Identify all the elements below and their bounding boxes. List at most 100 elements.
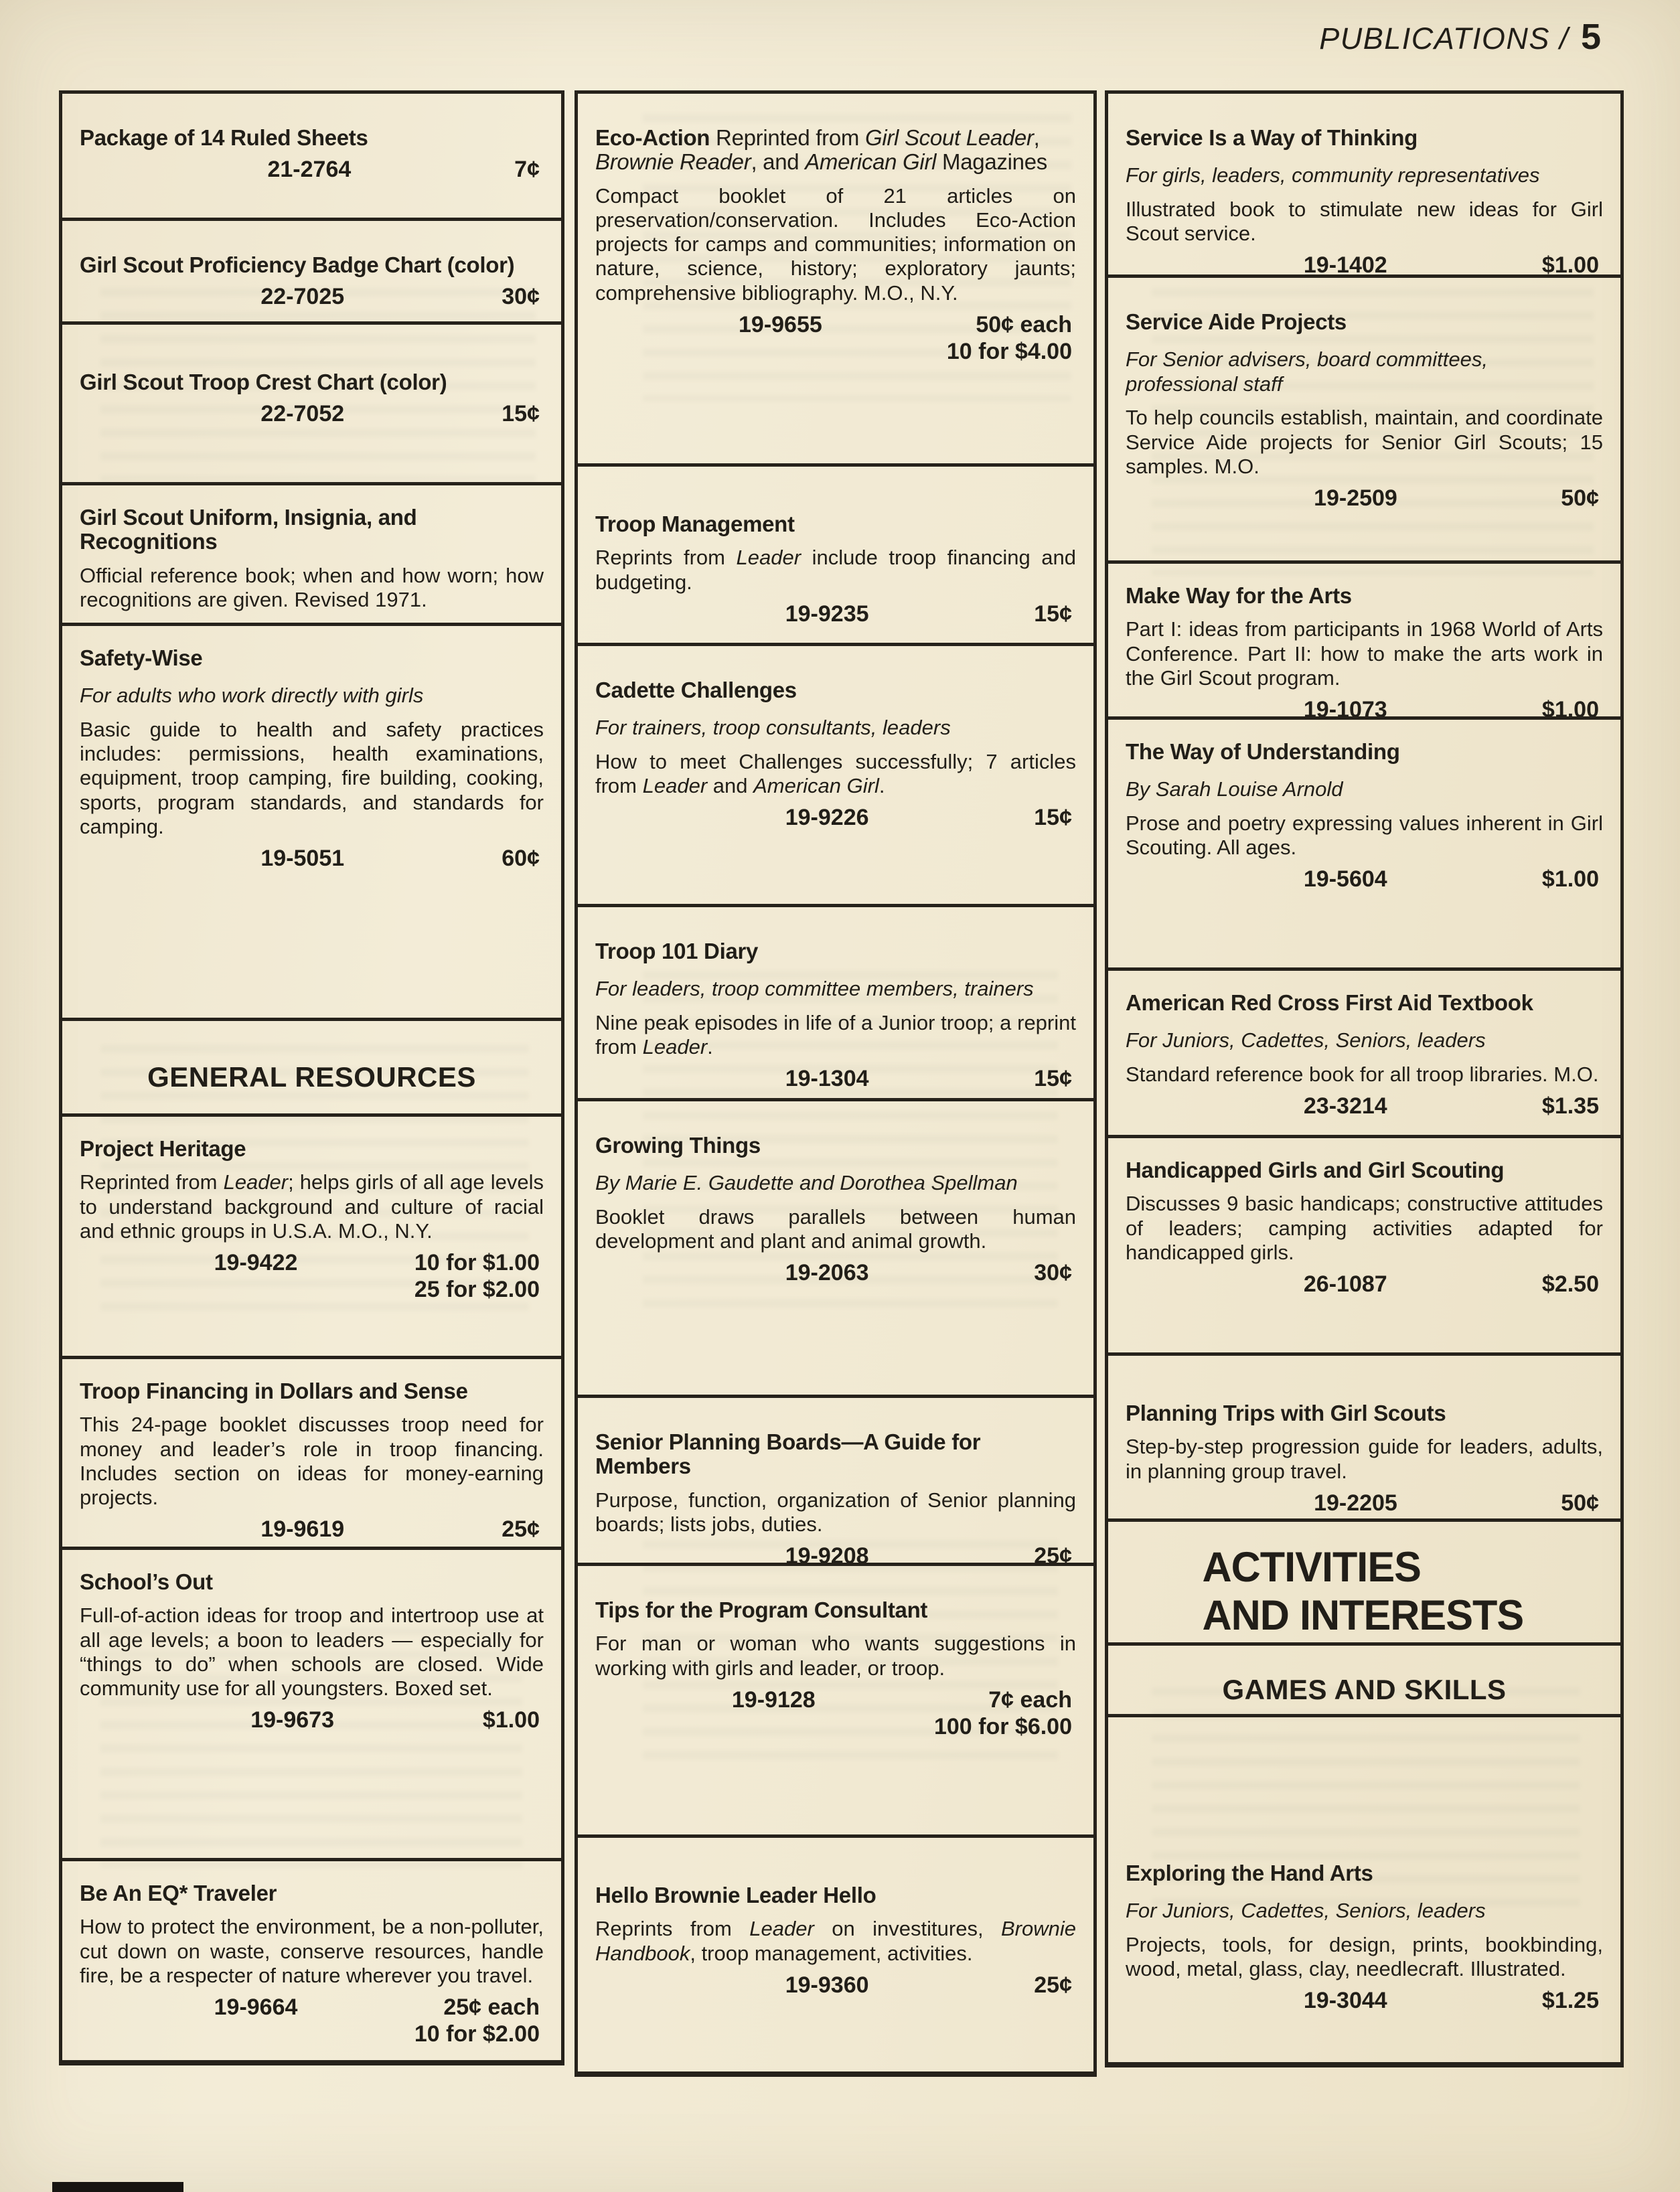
product-title: Girl Scout Proficiency Badge Chart (colo… [80,252,515,277]
product-box: Troop Management Reprints from Leader in… [575,463,1097,646]
product-price: 25¢ each 10 for $2.00 [414,1994,540,2047]
product-price: 15¢ [1034,1066,1072,1092]
product-price: $1.00 [482,1707,540,1733]
product-description: Discusses 9 basic handicaps; constructiv… [1126,1192,1603,1264]
product-box: Hello Brownie Leader Hello Reprints from… [575,1834,1097,2077]
product-code: 22-7025 [260,284,345,310]
product-price-row: 19-9128 7¢ each 100 for $6.00 [595,1687,1076,1741]
product-price: 25¢ [1034,1543,1072,1566]
product-description: Illustrated book to stimulate new ideas … [1126,197,1603,246]
product-price-row: 19-9619 25¢ [80,1516,544,1543]
product-title: Project Heritage [80,1136,246,1161]
product-price-row: 26-1087 $2.50 [1126,1271,1603,1298]
bottom-edge-mark [52,2182,183,2192]
product-price-row: 19-2063 30¢ [595,1260,1076,1287]
product-code: 19-9664 [214,1994,298,2021]
product-code: 22-7052 [260,401,345,427]
product-audience: By Sarah Louise Arnold [1126,777,1343,801]
product-price-row: 22-7025 30¢ [80,284,544,311]
product-code: 19-9655 [739,311,822,337]
product-box: Safety-Wise For adults who work directly… [59,623,564,1021]
section-heading-box: GENERAL RESOURCES [59,1018,564,1117]
product-price: 35¢ [502,619,544,623]
product-code: 23-3214 [1303,1093,1387,1119]
product-box: Eco-Action Reprinted from Girl Scout Lea… [575,90,1097,467]
product-code: 19-2205 [1314,1490,1397,1516]
product-audience: For Senior advisers, board committees, p… [1126,347,1488,396]
product-title: Cadette Challenges [595,678,797,702]
product-code: 19-9557 [260,619,344,623]
product-description: Part I: ideas from participants in 1968 … [1126,617,1603,690]
product-audience: For leaders, troop committee members, tr… [595,977,1034,1001]
product-code: 19-9619 [260,1516,345,1543]
product-price: 25¢ [1034,1972,1072,1998]
product-code: 26-1087 [1303,1271,1387,1298]
product-title: Eco-Action Reprinted from Girl Scout Lea… [595,125,1047,175]
product-title: Safety-Wise [80,645,203,670]
product-box: The Way of Understanding By Sarah Louise… [1105,716,1624,971]
product-box: Project Heritage Reprinted from Leader; … [59,1113,564,1359]
product-price: 10 for $1.00 25 for $2.00 [414,1250,540,1302]
product-description: How to protect the environment, be a non… [80,1915,544,1987]
product-price-row: 19-9422 10 for $1.00 25 for $2.00 [80,1250,544,1304]
product-price: 7¢ [514,157,540,183]
product-description: Step-by-step progression guide for leade… [1126,1435,1603,1483]
product-code: 19-9360 [785,1972,869,1998]
product-code: 21-2764 [267,157,352,183]
product-description: To help councils establish, maintain, an… [1126,406,1603,478]
product-description: Booklet draws parallels between human de… [595,1204,1076,1253]
product-description: Basic guide to health and safety practic… [80,717,544,838]
product-price-row: 19-5604 $1.00 [1126,866,1603,893]
catalog-column-middle: Eco-Action Reprinted from Girl Scout Lea… [575,90,1097,2077]
product-price-row: 19-2509 50¢ [1126,485,1603,512]
product-price-row: 19-9664 25¢ each 10 for $2.00 [80,1994,544,2048]
product-box: Service Is a Way of Thinking For girls, … [1105,90,1624,278]
product-price: 15¢ [1034,601,1072,627]
product-price: $1.00 [1541,866,1599,892]
product-box: Planning Trips with Girl Scouts Step-by-… [1105,1352,1624,1522]
product-title: Girl Scout Uniform, Insignia, and Recogn… [80,505,417,554]
page-header: PUBLICATIONS / 5 [1319,16,1601,58]
product-code: 19-9226 [785,805,869,831]
product-description: Reprints from Leader include troop finan… [595,546,1076,594]
product-code: 19-1304 [785,1066,869,1092]
product-price-row: 21-2764 7¢ [80,157,544,183]
product-code: 19-5051 [260,846,345,872]
product-price: $1.25 [1541,1988,1599,2014]
product-description: Purpose, function, organization of Senio… [595,1488,1076,1536]
product-box: Tips for the Program Consultant For man … [575,1563,1097,1838]
page-header-title: PUBLICATIONS / [1319,21,1569,56]
product-price: $1.00 [1541,252,1599,278]
product-title: Troop Management [595,512,795,536]
product-price: 50¢ each 10 for $4.00 [946,311,1072,364]
product-code: 19-9208 [785,1543,869,1566]
product-title: Troop 101 Diary [595,939,759,963]
product-box: Girl Scout Proficiency Badge Chart (colo… [59,218,564,325]
product-price-row: 19-3044 $1.25 [1126,1988,1603,2015]
product-title: Troop Financing in Dollars and Sense [80,1379,468,1403]
product-description: Full-of-action ideas for troop and inter… [80,1603,544,1701]
product-price-row: 22-7052 15¢ [80,401,544,428]
product-audience: For girls, leaders, community representa… [1126,163,1540,187]
product-title: Package of 14 Ruled Sheets [80,125,368,150]
product-title: Senior Planning Boards—A Guide for Membe… [595,1429,981,1479]
product-description: Compact booklet of 21 articles on preser… [595,183,1076,305]
product-description: Official reference book; when and how wo… [80,563,544,611]
product-price: 30¢ [1034,1260,1072,1286]
product-box: Girl Scout Troop Crest Chart (color) 22-… [59,321,564,485]
product-price: $2.50 [1541,1271,1599,1298]
section-heading-box: GAMES AND SKILLS [1105,1642,1624,1717]
product-title: Service Is a Way of Thinking [1126,125,1418,150]
product-code: 19-3044 [1303,1988,1387,2014]
section-heading: ACTIVITIES AND INTERESTS [1202,1544,1524,1639]
product-title: Make Way for the Arts [1126,583,1352,608]
page-number: 5 [1580,17,1601,57]
product-price: 50¢ [1561,1490,1599,1516]
product-audience: For Juniors, Cadettes, Seniors, leaders [1126,1899,1486,1923]
section-heading: GAMES AND SKILLS [1222,1674,1507,1706]
product-description: Nine peak episodes in life of a Junior t… [595,1010,1076,1059]
product-title: Tips for the Program Consultant [595,1597,928,1622]
catalog-column-left: Package of 14 Ruled Sheets 21-2764 7¢ Gi… [59,90,564,2065]
product-description: Reprinted from Leader; helps girls of al… [80,1170,544,1243]
product-price-row: 19-1073 $1.00 [1126,697,1603,716]
